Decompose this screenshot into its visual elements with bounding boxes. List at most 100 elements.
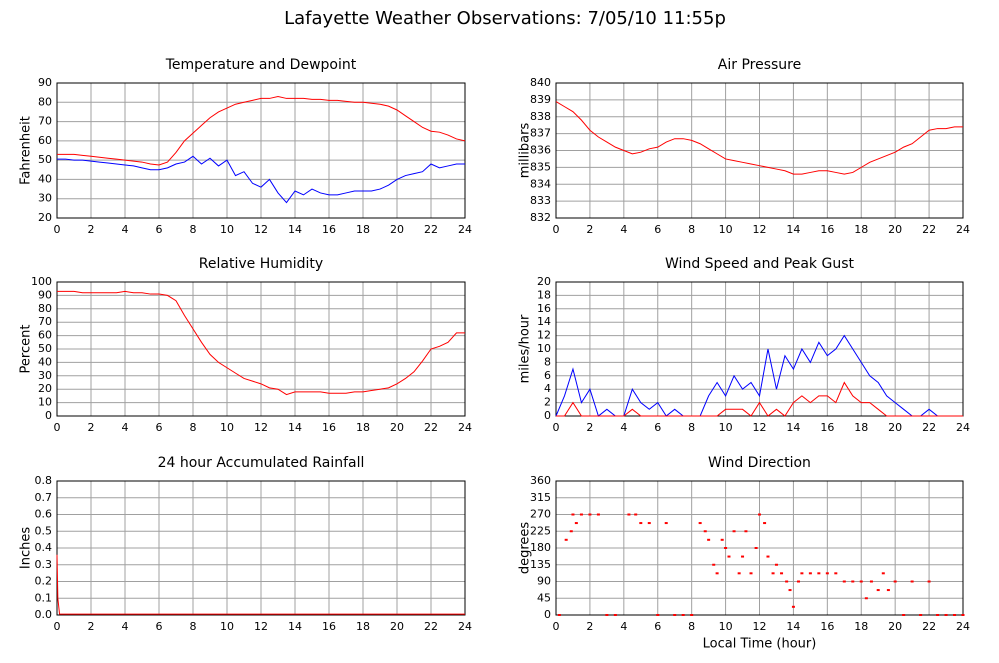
y-tick-label: 20 bbox=[38, 382, 52, 395]
data-point bbox=[785, 580, 789, 583]
y-tick-label: 838 bbox=[530, 110, 551, 123]
y-tick-label: 16 bbox=[537, 302, 551, 315]
plot-frame bbox=[56, 281, 466, 417]
data-point bbox=[791, 605, 795, 608]
y-tick-label: 833 bbox=[530, 194, 551, 207]
y-tick-label: 0.0 bbox=[35, 608, 53, 621]
x-tick-label: 6 bbox=[156, 620, 163, 633]
data-point bbox=[800, 572, 804, 575]
panel-title: Wind Speed and Peak Gust bbox=[665, 256, 854, 272]
y-tick-label: 100 bbox=[31, 275, 52, 288]
y-tick-label: 20 bbox=[38, 211, 52, 224]
x-tick-label: 4 bbox=[620, 223, 627, 236]
data-point bbox=[569, 530, 573, 533]
y-tick-label: 360 bbox=[530, 474, 551, 487]
y-tick-label: 60 bbox=[38, 329, 52, 342]
y-tick-label: 50 bbox=[38, 153, 52, 166]
x-tick-label: 16 bbox=[820, 620, 834, 633]
x-tick-label: 2 bbox=[88, 421, 95, 434]
x-tick-label: 12 bbox=[753, 223, 767, 236]
panel-title: Relative Humidity bbox=[199, 256, 323, 272]
x-tick-label: 12 bbox=[753, 421, 767, 434]
y-tick-label: 6 bbox=[544, 369, 551, 382]
data-point bbox=[936, 614, 940, 616]
x-tick-label: 10 bbox=[719, 421, 733, 434]
y-tick-label: 2 bbox=[544, 396, 551, 409]
y-tick-label: 0.1 bbox=[35, 591, 53, 604]
data-point bbox=[698, 522, 702, 525]
x-tick-label: 4 bbox=[122, 223, 129, 236]
data-point bbox=[596, 513, 600, 516]
y-tick-label: 839 bbox=[530, 93, 551, 106]
x-tick-label: 18 bbox=[854, 421, 868, 434]
x-tick-label: 2 bbox=[586, 223, 593, 236]
x-tick-label: 18 bbox=[356, 223, 370, 236]
y-axis-label: Percent bbox=[19, 325, 34, 374]
data-point bbox=[869, 580, 873, 583]
x-tick-label: 20 bbox=[888, 223, 902, 236]
data-point bbox=[634, 513, 638, 516]
data-point bbox=[656, 614, 660, 616]
data-point bbox=[825, 572, 829, 575]
x-tick-label: 0 bbox=[553, 421, 560, 434]
data-point bbox=[720, 538, 724, 541]
plot-frame bbox=[56, 82, 466, 219]
y-tick-label: 30 bbox=[38, 369, 52, 382]
x-tick-label: 2 bbox=[586, 421, 593, 434]
x-tick-label: 2 bbox=[88, 223, 95, 236]
x-tick-label: 22 bbox=[922, 223, 936, 236]
data-point bbox=[771, 572, 775, 575]
data-point bbox=[639, 522, 643, 525]
data-point bbox=[744, 530, 748, 533]
data-point bbox=[766, 555, 770, 558]
data-point bbox=[927, 580, 931, 583]
data-line bbox=[56, 554, 465, 615]
y-tick-label: 834 bbox=[530, 177, 551, 190]
x-tick-label: 22 bbox=[424, 421, 438, 434]
data-point bbox=[902, 614, 906, 616]
panel-title: Air Pressure bbox=[718, 57, 801, 73]
data-point bbox=[571, 513, 575, 516]
x-tick-label: 16 bbox=[322, 223, 336, 236]
y-tick-label: 80 bbox=[38, 302, 52, 315]
x-tick-label: 24 bbox=[458, 421, 472, 434]
data-point bbox=[588, 513, 592, 516]
x-tick-label: 14 bbox=[786, 620, 800, 633]
data-point bbox=[712, 563, 716, 566]
x-axis-label: Local Time (hour) bbox=[703, 637, 817, 652]
y-tick-label: 20 bbox=[537, 275, 551, 288]
y-tick-label: 10 bbox=[537, 342, 551, 355]
y-tick-label: 0.7 bbox=[35, 491, 53, 504]
data-point bbox=[780, 572, 784, 575]
x-tick-label: 22 bbox=[922, 620, 936, 633]
data-point bbox=[741, 555, 745, 558]
data-point bbox=[864, 597, 868, 600]
x-tick-label: 0 bbox=[553, 620, 560, 633]
data-point bbox=[953, 614, 957, 616]
data-point bbox=[797, 580, 801, 583]
plot-frame bbox=[555, 281, 964, 417]
x-tick-label: 10 bbox=[220, 620, 234, 633]
x-tick-label: 22 bbox=[424, 620, 438, 633]
x-tick-label: 14 bbox=[288, 223, 302, 236]
x-tick-label: 14 bbox=[288, 421, 302, 434]
x-tick-label: 18 bbox=[854, 620, 868, 633]
y-tick-label: 0.5 bbox=[35, 524, 53, 537]
y-tick-label: 0.6 bbox=[35, 508, 53, 521]
y-tick-label: 180 bbox=[530, 541, 551, 554]
y-tick-label: 14 bbox=[537, 315, 551, 328]
y-tick-label: 70 bbox=[38, 115, 52, 128]
data-point bbox=[788, 589, 792, 592]
y-tick-label: 835 bbox=[530, 160, 551, 173]
y-tick-label: 0 bbox=[544, 608, 551, 621]
x-tick-label: 4 bbox=[122, 421, 129, 434]
data-line bbox=[57, 155, 465, 204]
x-tick-label: 14 bbox=[786, 223, 800, 236]
y-tick-label: 40 bbox=[38, 355, 52, 368]
y-axis-label: miles/hour bbox=[518, 314, 533, 383]
x-tick-label: 20 bbox=[888, 421, 902, 434]
y-tick-label: 4 bbox=[544, 382, 551, 395]
data-point bbox=[715, 572, 719, 575]
y-tick-label: 90 bbox=[38, 76, 52, 89]
